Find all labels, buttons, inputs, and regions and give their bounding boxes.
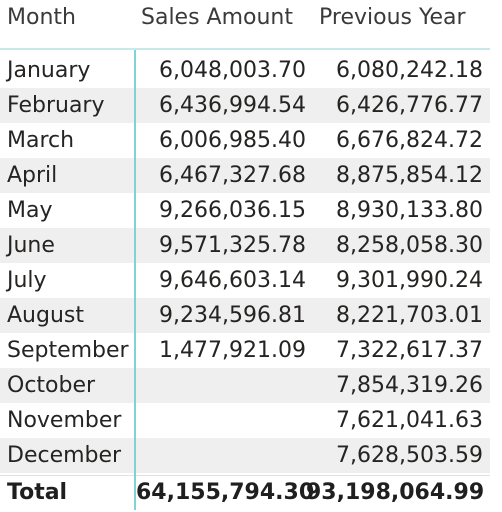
month-cell: February [7, 93, 105, 118]
table-row[interactable]: February 6,436,994.54 6,426,776.77 [0, 88, 490, 123]
previous-year-cell: 6,426,776.77 [336, 93, 483, 118]
table-row[interactable]: April 6,467,327.68 8,875,854.12 [0, 158, 490, 193]
table-row[interactable]: June 9,571,325.78 8,258,058.30 [0, 228, 490, 263]
table-row[interactable]: August 9,234,596.81 8,221,703.01 [0, 298, 490, 333]
sales-amount-cell [136, 438, 306, 473]
table-row[interactable]: July 9,646,603.14 9,301,990.24 [0, 263, 490, 298]
sales-amount-cell: 9,266,036.15 [159, 198, 306, 223]
total-divider [0, 475, 490, 476]
previous-year-cell: 7,628,503.59 [336, 443, 483, 468]
month-cell: May [7, 198, 53, 223]
month-cell: June [7, 233, 55, 258]
previous-year-cell: 8,875,854.12 [336, 163, 483, 188]
sales-amount-cell: 9,571,325.78 [159, 233, 306, 258]
month-cell: March [7, 128, 75, 153]
previous-year-cell: 8,930,133.80 [336, 198, 483, 223]
sales-amount-cell [136, 403, 306, 438]
previous-year-cell: 8,221,703.01 [336, 303, 483, 328]
month-cell: October [7, 373, 96, 398]
month-cell: January [7, 58, 91, 83]
sales-amount-cell: 6,048,003.70 [159, 58, 306, 83]
month-cell: July [7, 268, 47, 293]
previous-year-cell: 9,301,990.24 [336, 268, 483, 293]
column-header-month[interactable]: Month [7, 5, 76, 30]
column-header-previous-year[interactable]: Previous Year [319, 5, 466, 30]
month-cell: November [7, 408, 122, 433]
previous-year-cell: 6,676,824.72 [336, 128, 483, 153]
sales-amount-cell [136, 368, 306, 403]
month-cell: December [7, 443, 122, 468]
previous-year-cell: 6,080,242.18 [336, 58, 483, 83]
previous-year-cell: 8,258,058.30 [336, 233, 483, 258]
previous-year-cell: 7,322,617.37 [336, 338, 483, 363]
month-cell: August [7, 303, 84, 328]
sales-amount-cell: 1,477,921.09 [159, 338, 306, 363]
sales-amount-cell: 9,234,596.81 [159, 303, 306, 328]
table-row[interactable]: September 1,477,921.09 7,322,617.37 [0, 333, 490, 368]
total-previous-year: 93,198,064.99 [306, 480, 485, 505]
header-divider [0, 48, 490, 50]
table-header: Month Sales Amount Previous Year [0, 0, 490, 36]
previous-year-cell: 7,854,319.26 [336, 373, 483, 398]
table-row[interactable]: March 6,006,985.40 6,676,824.72 [0, 123, 490, 158]
sales-amount-cell: 6,467,327.68 [159, 163, 306, 188]
month-cell: April [7, 163, 58, 188]
table-row[interactable]: December 7,628,503.59 [0, 438, 490, 473]
sales-amount-cell: 6,436,994.54 [159, 93, 306, 118]
sales-amount-cell: 6,006,985.40 [159, 128, 306, 153]
total-sales-amount: 64,155,794.30 [136, 480, 315, 505]
total-label: Total [7, 480, 68, 505]
column-header-sales-amount[interactable]: Sales Amount [141, 5, 294, 30]
table-row[interactable]: November 7,621,041.63 [0, 403, 490, 438]
table-row[interactable]: May 9,266,036.15 8,930,133.80 [0, 193, 490, 228]
total-row[interactable]: Total 64,155,794.30 93,198,064.99 [0, 475, 490, 510]
table-row[interactable]: October 7,854,319.26 [0, 368, 490, 403]
table-row[interactable]: January 6,048,003.70 6,080,242.18 [0, 53, 490, 88]
sales-amount-cell: 9,646,603.14 [159, 268, 306, 293]
month-column-divider [134, 50, 136, 510]
previous-year-cell: 7,621,041.63 [336, 408, 483, 433]
month-cell: September [7, 338, 129, 363]
